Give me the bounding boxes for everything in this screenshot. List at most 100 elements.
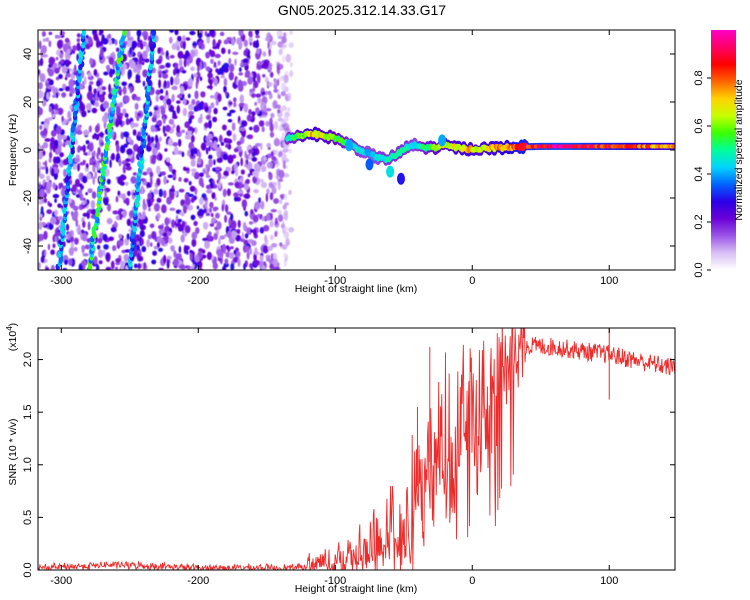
snr-spikes [416, 328, 610, 486]
noise-blob [50, 130, 57, 137]
noise-blob [274, 217, 278, 226]
noise-blob [280, 91, 286, 97]
noise-blob [41, 31, 47, 37]
noise-blob [262, 245, 269, 254]
noise-blob [158, 267, 164, 270]
noise-blob [269, 220, 274, 228]
noise-blob [213, 159, 216, 166]
noise-blob [243, 49, 248, 57]
noise-blob [64, 86, 71, 92]
noise-blob [254, 170, 259, 178]
noise-blob [114, 39, 118, 46]
noise-blob [38, 90, 44, 99]
noise-blob [99, 96, 103, 101]
noise-blob [57, 39, 63, 49]
noise-blob [187, 77, 193, 87]
noise-blob [156, 242, 160, 248]
noise-blob [125, 30, 131, 39]
noise-blob [250, 209, 254, 215]
y-tick-label: 0.5 [22, 510, 34, 525]
noise-blob [54, 67, 60, 74]
noise-blob [208, 145, 211, 152]
noise-blob [286, 107, 291, 112]
noise-blob [157, 70, 163, 75]
noise-blob [51, 110, 55, 115]
noise-blob [134, 110, 138, 119]
signal-blob [345, 139, 353, 152]
noise-blob [161, 204, 167, 214]
noise-blob [163, 190, 167, 199]
noise-blob [100, 141, 104, 146]
noise-blob [282, 38, 287, 43]
noise-blob [187, 149, 191, 157]
noise-blob [168, 237, 173, 244]
noise-blob [209, 207, 212, 213]
noise-blob [261, 126, 265, 133]
signal-blob [438, 134, 447, 147]
noise-blob [56, 229, 61, 233]
noise-blob [160, 51, 165, 56]
noise-blob [109, 73, 113, 78]
noise-blob [225, 143, 229, 148]
noise-blob [137, 131, 142, 137]
noise-blob [282, 122, 290, 132]
noise-blob [140, 238, 144, 246]
noise-blob [52, 147, 56, 153]
noise-blob [220, 141, 225, 146]
noise-blob [122, 210, 126, 219]
noise-blob [171, 94, 175, 103]
noise-blob [280, 194, 285, 201]
noise-blob [142, 80, 146, 87]
noise-blob [150, 136, 155, 143]
noise-blob [48, 31, 53, 36]
noise-blob [172, 110, 176, 114]
noise-blob [55, 76, 60, 81]
noise-blob [169, 30, 174, 33]
noise-blob [52, 193, 60, 199]
noise-blob [254, 247, 258, 256]
noise-blob [86, 172, 92, 180]
noise-blob [76, 38, 81, 43]
noise-blob [284, 202, 289, 206]
noise-blob [238, 30, 244, 37]
noise-blob [166, 255, 172, 260]
noise-blob [43, 250, 47, 257]
noise-blob [269, 71, 274, 78]
noise-blob [47, 67, 52, 74]
noise-blob [106, 217, 113, 225]
noise-blob [186, 59, 191, 66]
noise-blob [199, 76, 203, 82]
spectrogram-y-axis-label: Frequency (Hz) [7, 114, 19, 186]
noise-blob [282, 148, 289, 153]
noise-blob [112, 210, 119, 215]
noise-blob [243, 221, 247, 231]
noise-blob [136, 30, 142, 37]
noise-blob [237, 258, 241, 268]
noise-blob [175, 68, 180, 75]
noise-blob [209, 50, 216, 58]
noise-blob [135, 73, 141, 82]
noise-blob [69, 235, 74, 243]
colorbar-tick-label: 0.4 [693, 166, 705, 181]
noise-blob [45, 267, 50, 270]
noise-blob [164, 124, 171, 133]
noise-blob [271, 40, 277, 46]
noise-blob [101, 86, 107, 91]
noise-blob [125, 118, 130, 126]
noise-blob [87, 150, 91, 156]
noise-blob [156, 141, 161, 151]
noise-blob [218, 238, 221, 245]
noise-blob [60, 205, 64, 209]
noise-blob [99, 30, 104, 35]
noise-blob [258, 197, 261, 204]
noise-blob [217, 43, 220, 50]
noise-blob [227, 112, 231, 117]
noise-blob [182, 107, 187, 117]
noise-blob [159, 64, 166, 69]
noise-blob [38, 200, 43, 205]
noise-blob [221, 47, 226, 55]
noise-blob [123, 143, 128, 148]
noise-blob [230, 263, 235, 270]
noise-blob [192, 259, 196, 265]
